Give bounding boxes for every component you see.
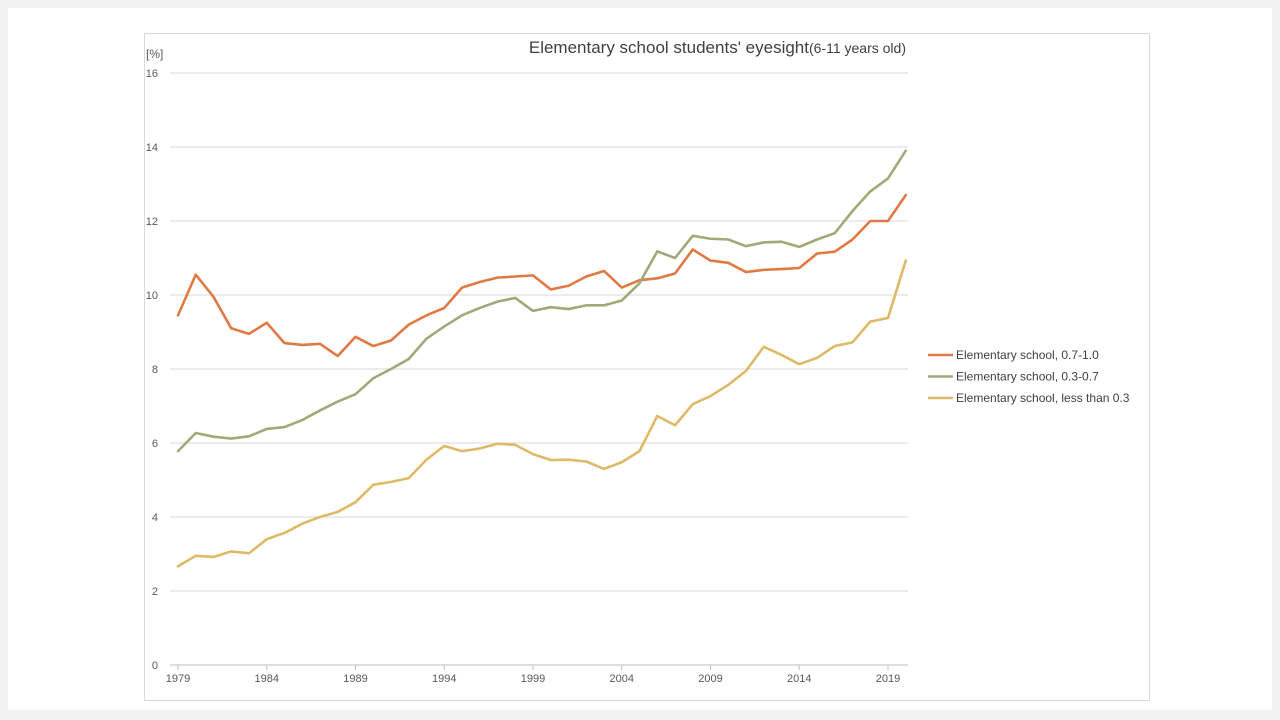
y-axis-ticks: 0 2 4 6 8 10 12 14 16 [146, 68, 158, 672]
legend-label-3: Elementary school, less than 0.3 [956, 391, 1130, 405]
gridlines [170, 72, 908, 666]
y-tick-label-2: 2 [152, 586, 158, 598]
y-tick-label-4: 4 [152, 512, 158, 524]
x-tick-label-1989: 1989 [343, 673, 367, 685]
legend-label-2: Elementary school, 0.3-0.7 [956, 370, 1099, 384]
x-tick-label-1984: 1984 [255, 673, 279, 685]
x-tick-label-2009: 2009 [698, 673, 722, 685]
x-axis-ticks: 1979 1984 1989 1994 1999 2004 2009 2014 2019 [166, 665, 900, 685]
series-lines [176, 149, 908, 568]
y-tick-label-6: 6 [152, 438, 158, 450]
y-tick-label-10: 10 [146, 290, 158, 302]
series-line-3 [176, 259, 908, 568]
series-line-2 [176, 149, 908, 453]
x-tick-label-2004: 2004 [610, 673, 634, 685]
y-tick-label-14: 14 [146, 142, 158, 154]
x-tick-label-1979: 1979 [166, 673, 190, 685]
y-tick-label-0: 0 [152, 660, 158, 672]
x-tick-label-1994: 1994 [432, 673, 456, 685]
x-tick-label-1999: 1999 [521, 673, 545, 685]
series-line-1 [176, 193, 908, 358]
chart-title-main: Elementary school students' eyesight [529, 38, 809, 57]
x-tick-label-2019: 2019 [876, 673, 900, 685]
legend-label-1: Elementary school, 0.7-1.0 [956, 348, 1099, 362]
y-tick-label-12: 12 [146, 216, 158, 228]
chart-frame [144, 33, 1150, 701]
slide-background [8, 8, 1272, 710]
x-tick-label-2014: 2014 [787, 673, 811, 685]
legend: Elementary school, 0.7-1.0 Elementary sch… [928, 348, 1130, 405]
chart-title-subtitle: (6-11 years old) [809, 40, 906, 56]
y-tick-label-16: 16 [146, 68, 158, 80]
y-axis-unit-label: [%] [146, 47, 163, 61]
y-tick-label-8: 8 [152, 364, 158, 376]
chart-title: Elementary school students' eyesight(6-1… [529, 38, 906, 57]
